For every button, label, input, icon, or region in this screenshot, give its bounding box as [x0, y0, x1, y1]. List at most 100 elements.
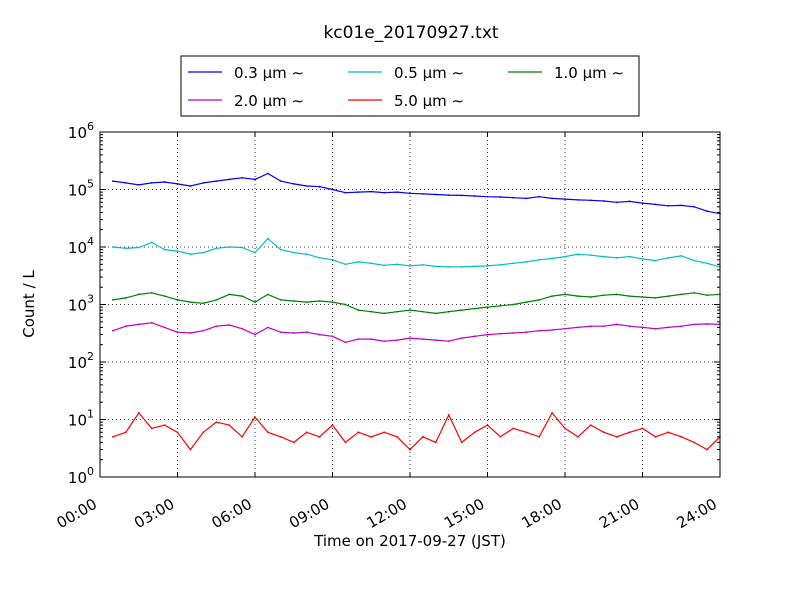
data-point	[447, 414, 450, 416]
data-point	[383, 340, 386, 343]
data-point	[538, 258, 541, 261]
data-point	[409, 265, 411, 267]
data-point	[163, 424, 166, 426]
data-point	[615, 293, 618, 296]
data-point	[564, 198, 566, 201]
legend-label: 1.0 μm ∼	[554, 64, 624, 82]
data-point	[357, 309, 360, 311]
data-point	[137, 246, 140, 249]
data-point	[473, 431, 476, 434]
x-tick-label: 18:00	[519, 495, 565, 532]
data-point	[267, 237, 269, 240]
data-point	[292, 332, 295, 334]
data-point	[202, 302, 205, 305]
data-point	[344, 191, 347, 194]
data-point	[163, 248, 166, 251]
data-point	[473, 307, 476, 310]
data-point	[486, 424, 489, 426]
data-point	[460, 309, 463, 311]
data-point	[654, 435, 657, 438]
data-point	[370, 338, 373, 340]
data-point	[447, 194, 450, 197]
data-point	[228, 324, 231, 326]
data-point	[654, 327, 657, 330]
data-point	[680, 204, 683, 207]
data-point	[150, 291, 153, 294]
data-point	[551, 295, 553, 297]
data-point	[693, 441, 696, 444]
y-tick-label: 101	[68, 408, 94, 430]
data-point	[512, 332, 515, 334]
data-point	[254, 301, 256, 303]
data-point	[150, 182, 153, 184]
data-point	[564, 255, 566, 258]
data-point	[641, 326, 644, 329]
data-point	[628, 431, 631, 434]
data-point	[706, 294, 708, 297]
data-point	[589, 254, 592, 257]
data-point	[577, 199, 579, 201]
data-point	[602, 294, 605, 297]
data-point	[615, 201, 618, 204]
data-point	[396, 191, 398, 194]
data-point	[602, 255, 605, 258]
data-point	[370, 310, 373, 313]
data-point	[422, 263, 424, 266]
data-point	[150, 241, 153, 244]
chart-title: kc01e_20170927.txt	[323, 23, 498, 43]
data-point	[512, 303, 515, 306]
data-point	[577, 326, 579, 329]
data-point	[434, 441, 437, 444]
x-tick-label: 15:00	[441, 495, 487, 532]
data-point	[124, 325, 127, 328]
data-point	[460, 441, 463, 444]
data-point	[331, 301, 334, 303]
series-2	[112, 291, 721, 315]
data-point	[589, 296, 592, 298]
data-point	[176, 331, 179, 334]
data-point	[396, 263, 398, 266]
data-point	[370, 190, 373, 193]
data-point	[305, 331, 308, 334]
data-point	[486, 195, 489, 198]
y-tick-label: 106	[68, 120, 94, 142]
x-axis-label: Time on 2017-09-27 (JST)	[313, 532, 506, 550]
data-point	[176, 183, 179, 185]
data-point	[279, 180, 282, 183]
data-point	[641, 427, 644, 430]
series-1	[112, 237, 721, 268]
data-point	[538, 329, 541, 332]
data-point	[176, 431, 179, 434]
data-point	[331, 335, 334, 338]
data-point	[124, 297, 127, 299]
data-point	[680, 293, 683, 296]
data-point	[460, 194, 463, 197]
data-point	[228, 424, 231, 426]
data-point	[176, 250, 179, 253]
data-point	[241, 176, 244, 179]
x-tick-label: 12:00	[364, 495, 410, 532]
series-lines	[112, 172, 721, 451]
data-point	[344, 441, 347, 444]
data-point	[512, 262, 515, 265]
data-point	[589, 424, 592, 426]
data-point	[654, 203, 657, 206]
data-point	[499, 263, 502, 266]
data-point	[370, 262, 373, 265]
data-point	[486, 265, 489, 267]
data-point	[228, 246, 231, 248]
data-point	[628, 325, 631, 328]
data-point	[564, 427, 566, 430]
data-point	[447, 340, 450, 343]
data-point	[163, 181, 166, 183]
data-point	[202, 251, 205, 254]
legend-box	[180, 55, 640, 117]
data-point	[538, 435, 541, 438]
data-point	[292, 251, 295, 254]
data-point	[241, 435, 244, 438]
data-point	[305, 253, 308, 256]
data-point	[202, 182, 205, 184]
data-point	[641, 296, 644, 298]
data-point	[667, 295, 670, 297]
data-point	[499, 435, 502, 438]
